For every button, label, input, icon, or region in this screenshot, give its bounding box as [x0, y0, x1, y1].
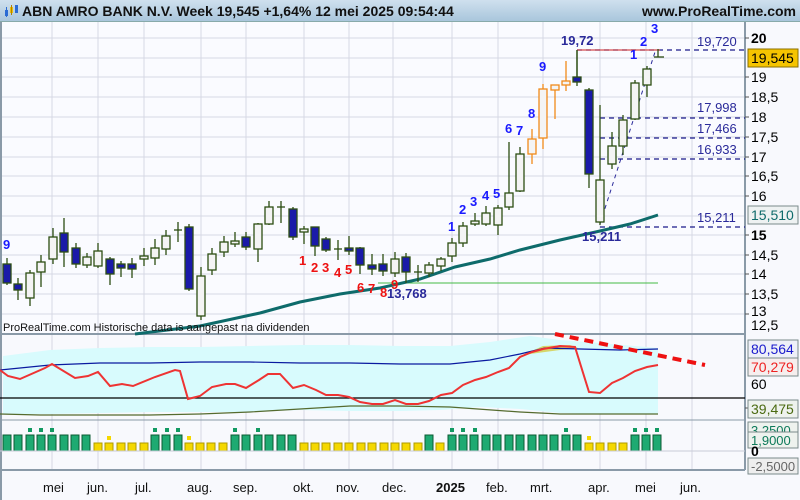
y-tick: 15 [751, 227, 767, 243]
svg-text:jul.: jul. [134, 480, 152, 495]
y-tick: 0 [751, 443, 759, 459]
y-tick: 13 [751, 303, 767, 319]
svg-text:2: 2 [640, 34, 647, 49]
chart-title: ABN AMRO BANK N.V. Week 19,545 +1,64% 12… [22, 3, 454, 19]
svg-text:1: 1 [630, 47, 637, 62]
y-tick: 16 [751, 188, 767, 204]
svg-text:2: 2 [311, 260, 318, 275]
svg-text:feb.: feb. [486, 480, 508, 495]
svg-text:sep.: sep. [233, 480, 258, 495]
svg-text:dec.: dec. [382, 480, 407, 495]
svg-text:jun.: jun. [86, 480, 108, 495]
level-label: 15,211 [697, 210, 736, 225]
upper-band-value: 80,564 [751, 341, 794, 357]
svg-text:3: 3 [651, 21, 658, 36]
y-tick: 14 [751, 266, 767, 282]
high-annotation: 19,72 [561, 33, 594, 48]
svg-text:9: 9 [539, 59, 546, 74]
svg-text:8: 8 [380, 285, 387, 300]
svg-text:9: 9 [391, 277, 398, 292]
indicator-panel [0, 332, 745, 416]
dec-low-annotation: 13,768 [387, 286, 427, 301]
svg-text:mrt.: mrt. [530, 480, 552, 495]
level-label: 19,720 [697, 34, 737, 49]
svg-text:3: 3 [322, 260, 329, 275]
svg-text:apr.: apr. [588, 480, 610, 495]
y-tick: 16,5 [751, 168, 778, 184]
y-tick: 19 [751, 69, 767, 85]
site-link[interactable]: www.ProRealTime.com [641, 3, 796, 19]
low-annotation: 15,211 [582, 229, 621, 244]
signal-histogram [0, 428, 745, 452]
svg-text:mei: mei [43, 480, 64, 495]
level-label: 17,466 [697, 121, 737, 136]
y-tick: 14,5 [751, 247, 778, 263]
td-count-label: 9 [3, 237, 10, 252]
svg-text:5: 5 [345, 262, 352, 277]
indicator-value: 70,279 [751, 359, 794, 375]
svg-text:nov.: nov. [336, 480, 360, 495]
last-price-text: 19,545 [751, 50, 794, 66]
level-label: 17,998 [697, 100, 737, 115]
chart-title-bar: ABN AMRO BANK N.V. Week 19,545 +1,64% 12… [0, 0, 800, 22]
y-tick: 12,5 [751, 317, 778, 333]
svg-text:okt.: okt. [293, 480, 314, 495]
dividend-note: ProRealTime.com Historische data is aang… [3, 322, 310, 334]
level-label: 16,933 [697, 142, 737, 157]
svg-text:jun.: jun. [679, 480, 701, 495]
svg-text:4: 4 [482, 188, 490, 203]
svg-text:3: 3 [470, 194, 477, 209]
moving-average-line [134, 213, 659, 336]
candlestick-icon [5, 5, 18, 17]
svg-text:7: 7 [368, 281, 375, 296]
svg-text:8: 8 [528, 106, 535, 121]
bottom-value: 1,9000 [751, 433, 791, 448]
svg-text:4: 4 [334, 265, 342, 280]
x-axis: mei jun. jul. aug. sep. okt. nov. dec. 2… [43, 480, 701, 495]
svg-text:mei: mei [635, 480, 656, 495]
svg-text:2025: 2025 [436, 480, 465, 495]
last-price-badge [747, 48, 799, 68]
svg-text:1: 1 [299, 253, 306, 268]
y-tick: 17 [751, 149, 767, 165]
y-tick: 17,5 [751, 129, 778, 145]
y-tick: 18 [751, 109, 767, 125]
svg-text:aug.: aug. [187, 480, 212, 495]
ma-value: 15,510 [751, 207, 794, 223]
svg-text:7: 7 [516, 123, 523, 138]
svg-text:6: 6 [505, 121, 512, 136]
y-tick: 13,5 [751, 286, 778, 302]
bottom-value: -2,5000 [751, 459, 795, 474]
lower-band-value: 39,475 [751, 401, 794, 417]
svg-text:6: 6 [357, 280, 364, 295]
td-blue-labels: 123 4 56 789 123 [448, 21, 658, 234]
y-tick: 60 [751, 376, 767, 392]
svg-text:5: 5 [493, 186, 500, 201]
y-tick: 20 [751, 30, 767, 46]
y-tick: 18,5 [751, 89, 778, 105]
svg-text:2: 2 [459, 202, 466, 217]
ma-badge [747, 205, 799, 225]
svg-text:1: 1 [448, 219, 455, 234]
